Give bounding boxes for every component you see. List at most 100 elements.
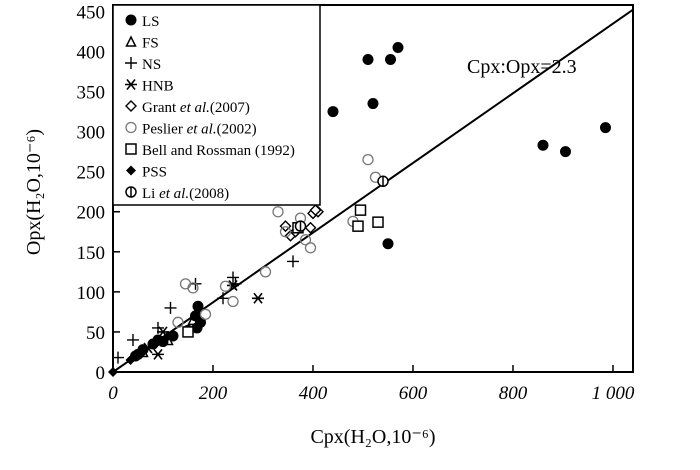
point-peslier-et-al-2002: [272, 206, 284, 218]
point-peslier-et-al-2002: [187, 282, 199, 294]
point-pss: [150, 338, 161, 349]
y-tick-label: 450: [77, 2, 106, 23]
point-pss: [135, 349, 146, 360]
legend-box: [112, 4, 321, 206]
legend-label: Li et al.(2008): [142, 186, 229, 202]
point-peslier-et-al-2002: [172, 316, 184, 328]
point-fs: [162, 333, 174, 346]
point-peslier-et-al-2002: [362, 154, 374, 166]
point-ns: [112, 351, 124, 364]
point-peslier-et-al-2002: [279, 226, 292, 238]
point-pss: [163, 330, 173, 341]
point-li-et-al-2008: [294, 220, 307, 232]
point-peslier-et-al-2002: [299, 234, 312, 246]
y-tick-label: 100: [77, 283, 106, 304]
legend-label: PSS: [142, 165, 167, 181]
legend-marker-plus: [125, 57, 137, 69]
x-axis-label: Cpx(H₂O,10⁻⁶): [310, 426, 435, 448]
point-bell-and-rossman-1992: [372, 216, 384, 228]
point-bell-and-rossman-1992: [354, 204, 367, 216]
legend-marker-square: [125, 143, 137, 155]
legend-label: Grant et al.(2007): [142, 100, 250, 116]
y-axis-label: Opx(H₂O,10⁻⁶): [23, 129, 45, 255]
point-ls: [600, 122, 611, 134]
x-tick-label: 1 000: [592, 383, 635, 404]
point-ns: [127, 333, 139, 346]
point-ls: [392, 41, 404, 53]
point-bell-and-rossman-1992: [182, 326, 194, 338]
legend-label-part: LS: [142, 14, 160, 30]
point-hnb: [252, 292, 264, 304]
point-pss: [125, 354, 136, 365]
legend-label: Bell and Rossman (1992): [142, 143, 295, 159]
x-tick-label: 400: [299, 383, 328, 404]
legend-label: HNB: [142, 79, 174, 95]
legend-marker-diamond: [125, 100, 137, 112]
point-ls: [367, 98, 379, 110]
legend-marker-filled-diamond: [126, 165, 136, 176]
legend-label-part: NS: [142, 57, 161, 73]
x-tick-label: 0: [108, 383, 118, 404]
point-grant-et-al-2007: [304, 221, 317, 234]
legend-label-part: Bell and Rossman (1992): [142, 143, 295, 159]
point-ls: [327, 106, 339, 118]
legend-label-part: et al.: [159, 186, 189, 202]
point-hnb: [152, 348, 164, 360]
point-fs: [187, 313, 199, 326]
point-peslier-et-al-2002: [199, 308, 212, 320]
point-ls: [362, 53, 374, 65]
legend-marker-triangle: [125, 35, 137, 47]
y-tick-label: 250: [77, 163, 106, 184]
x-tick-label: 800: [499, 383, 528, 404]
legend-label-part: FS: [142, 36, 159, 52]
legend-label-part: (2008): [189, 186, 229, 202]
point-ns: [217, 292, 229, 305]
point-ns: [227, 271, 239, 284]
legend-label: LS: [142, 14, 160, 30]
legend-marker-filled-circle: [125, 14, 137, 26]
legend-marker-open-circle: [125, 121, 137, 134]
point-peslier-et-al-2002: [219, 280, 232, 292]
legend-label: Peslier et al.(2002): [142, 122, 257, 138]
y-tick-label: 200: [77, 203, 106, 224]
point-peslier-et-al-2002: [304, 242, 317, 254]
y-tick-label: 300: [77, 123, 106, 144]
legend-marker-barred-circle: [125, 186, 137, 198]
point-grant-et-al-2007: [309, 204, 322, 217]
x-tick-label: 600: [399, 383, 428, 404]
point-ls: [191, 322, 203, 334]
point-peslier-et-al-2002: [259, 266, 272, 278]
point-ls: [382, 238, 394, 250]
legend-label-part: Grant: [142, 100, 180, 116]
point-ls: [385, 53, 396, 65]
reference-line: [112, 8, 634, 373]
y-tick-label: 0: [96, 363, 106, 384]
ratio-annotation: Cpx:Opx=2.3: [467, 56, 577, 78]
legend-label: NS: [142, 57, 161, 73]
point-pss: [108, 367, 118, 377]
point-fs: [189, 308, 202, 320]
legend-label-part: HNB: [142, 79, 174, 95]
point-bell-and-rossman-1992: [352, 220, 364, 232]
y-tick-label: 150: [77, 243, 106, 264]
legend-label-part: Peslier: [142, 122, 187, 138]
y-tick-label: 350: [77, 83, 106, 104]
point-ls: [537, 139, 549, 151]
y-tick-label: 400: [77, 42, 106, 63]
legend-label-part: (2002): [217, 122, 257, 138]
legend-marker-asterisk: [125, 79, 137, 90]
point-ns: [287, 255, 299, 268]
legend-label-part: et al.: [180, 100, 210, 116]
point-peslier-et-al-2002: [179, 278, 192, 290]
legend-label: FS: [142, 36, 159, 52]
legend-label-part: Li: [142, 186, 159, 202]
y-tick-label: 50: [86, 323, 105, 344]
point-ns: [164, 301, 177, 314]
x-tick-label: 200: [199, 383, 228, 404]
point-hnb: [142, 342, 154, 354]
point-ls: [560, 146, 571, 158]
point-li-et-al-2008: [377, 175, 389, 188]
legend-label-part: PSS: [142, 165, 167, 181]
legend-label-part: (2007): [210, 100, 250, 116]
